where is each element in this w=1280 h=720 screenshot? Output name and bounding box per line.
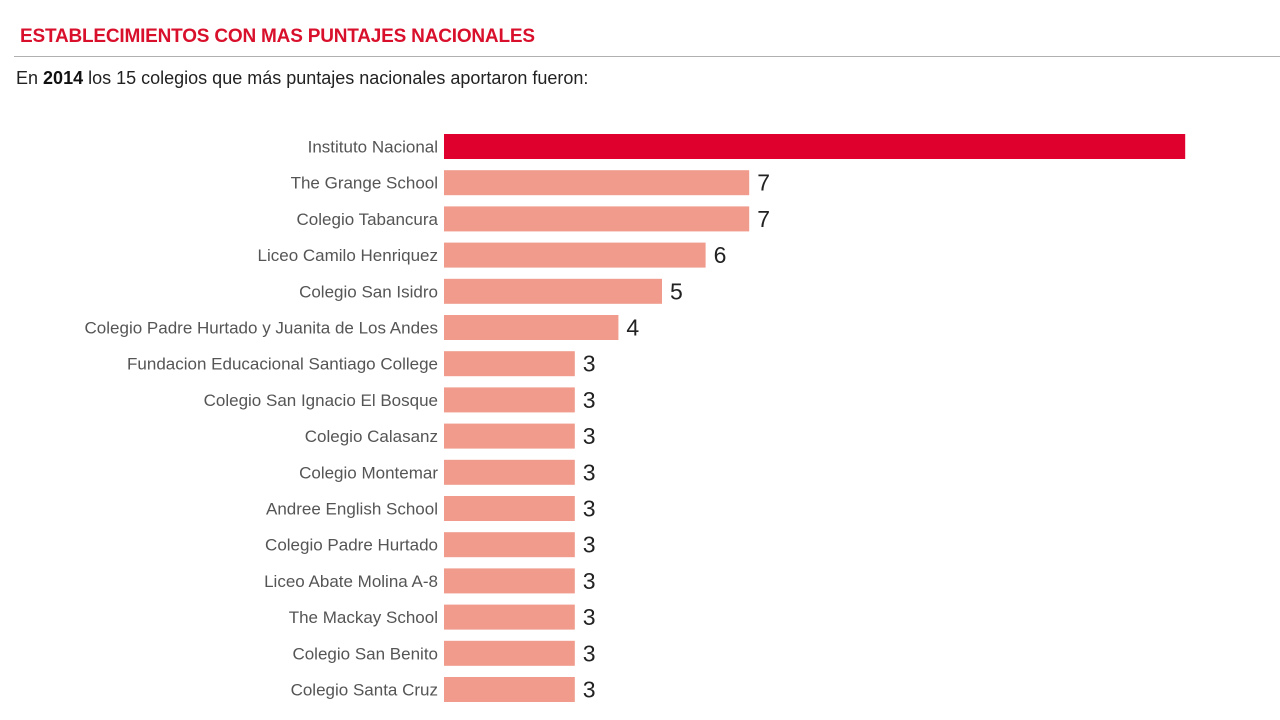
- value-label: 4: [626, 315, 639, 341]
- bar: [444, 278, 662, 304]
- value-label: 3: [583, 640, 596, 666]
- value-label: 3: [583, 459, 596, 485]
- bar: [444, 206, 750, 232]
- bar: [444, 604, 575, 630]
- bar: [444, 677, 575, 702]
- category-label: Liceo Camilo Henriquez: [258, 246, 438, 265]
- bar: [444, 351, 575, 377]
- value-label: 3: [583, 568, 596, 594]
- value-label: 5: [670, 278, 683, 304]
- category-label: Colegio San Isidro: [299, 282, 438, 301]
- category-label: Colegio San Ignacio El Bosque: [204, 391, 438, 410]
- category-label: Liceo Abate Molina A-8: [264, 572, 438, 591]
- bar: [444, 170, 750, 196]
- value-label: 3: [583, 351, 596, 377]
- category-label: Colegio Calasanz: [305, 427, 438, 446]
- value-label: 3: [583, 532, 596, 558]
- category-label: The Grange School: [291, 174, 438, 193]
- category-label: Colegio San Benito: [292, 644, 438, 663]
- intro-year: 2014: [43, 68, 84, 88]
- value-label: 6: [714, 242, 727, 268]
- bar: [444, 568, 575, 594]
- value-label: 3: [583, 677, 596, 703]
- value-label: 3: [583, 496, 596, 522]
- intro-prefix: En: [16, 68, 39, 88]
- chart-title: ESTABLECIMIENTOS CON MAS PUNTAJES NACION…: [20, 26, 535, 47]
- bar: [444, 242, 706, 268]
- category-label: The Mackay School: [289, 608, 438, 627]
- bar: [444, 134, 1186, 159]
- bar: [444, 459, 575, 485]
- bar: [444, 387, 575, 413]
- intro-suffix: los 15 colegios que más puntajes naciona…: [88, 68, 589, 88]
- category-label: Colegio Padre Hurtado: [265, 536, 438, 555]
- bar: [444, 315, 619, 340]
- bar: [444, 640, 575, 666]
- category-label: Fundacion Educacional Santiago College: [127, 355, 438, 374]
- value-label: 3: [583, 604, 596, 630]
- value-label: 3: [583, 387, 596, 413]
- category-label: Colegio Padre Hurtado y Juanita de Los A…: [85, 319, 438, 338]
- category-label: Colegio Tabancura: [297, 210, 439, 229]
- category-label: Colegio Montemar: [299, 463, 438, 482]
- category-label: Colegio Santa Cruz: [291, 681, 438, 700]
- category-label: Instituto Nacional: [308, 138, 438, 157]
- title-divider: [14, 56, 1280, 57]
- intro-text: En 2014 los 15 colegios que más puntajes…: [16, 68, 588, 89]
- value-label: 7: [757, 206, 770, 232]
- bar: [444, 423, 575, 449]
- value-label: 7: [757, 170, 770, 196]
- category-label: Andree English School: [266, 500, 438, 519]
- bar: [444, 496, 575, 521]
- value-label: 3: [583, 423, 596, 449]
- bar: [444, 532, 575, 558]
